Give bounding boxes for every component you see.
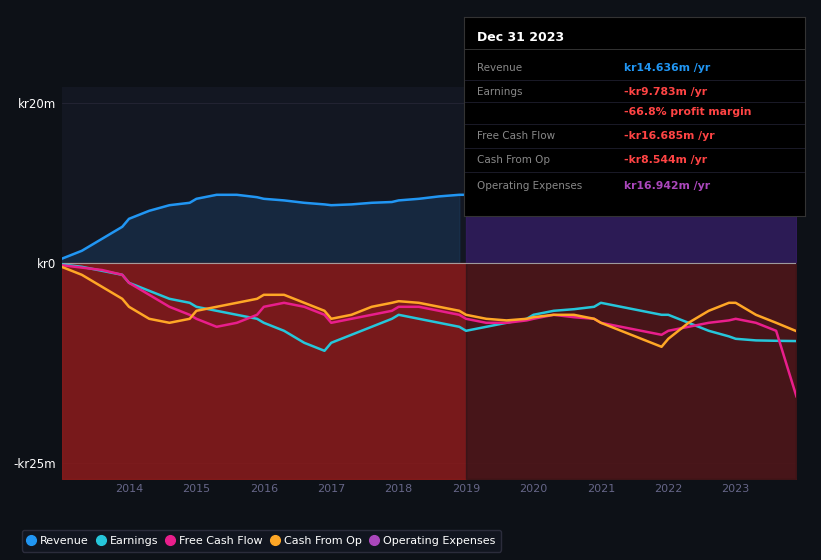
Text: -kr8.544m /yr: -kr8.544m /yr	[624, 155, 707, 165]
Text: kr16.942m /yr: kr16.942m /yr	[624, 181, 710, 191]
Legend: Revenue, Earnings, Free Cash Flow, Cash From Op, Operating Expenses: Revenue, Earnings, Free Cash Flow, Cash …	[22, 530, 501, 552]
Text: Dec 31 2023: Dec 31 2023	[478, 31, 565, 44]
Text: -kr16.685m /yr: -kr16.685m /yr	[624, 131, 714, 141]
Text: kr14.636m /yr: kr14.636m /yr	[624, 63, 710, 73]
Text: Free Cash Flow: Free Cash Flow	[478, 131, 556, 141]
Text: Earnings: Earnings	[478, 87, 523, 97]
Text: -66.8% profit margin: -66.8% profit margin	[624, 107, 751, 117]
Text: Revenue: Revenue	[478, 63, 523, 73]
Text: Operating Expenses: Operating Expenses	[478, 181, 583, 191]
Text: Cash From Op: Cash From Op	[478, 155, 551, 165]
Text: -kr9.783m /yr: -kr9.783m /yr	[624, 87, 707, 97]
